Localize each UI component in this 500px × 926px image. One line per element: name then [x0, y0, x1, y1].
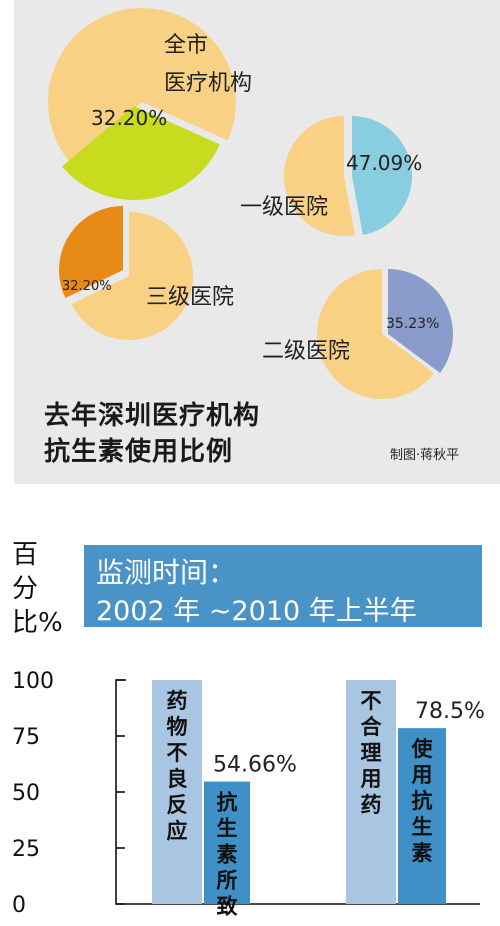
- pie-2: 47.09% 一级医院: [240, 116, 422, 236]
- bar: [346, 680, 396, 904]
- pie-4: 35.23% 二级医院: [262, 269, 453, 399]
- bar-label: 药物不良反应: [167, 689, 188, 843]
- monitoring-period-range: 2002 年 ~2010 年上半年: [96, 596, 417, 627]
- pie-2-remaining-slice: [284, 116, 355, 236]
- pie-1-name-line-2: 医疗机构: [164, 71, 252, 96]
- y-tick-label: 25: [12, 837, 40, 862]
- credit: 制图·蒋秋平: [390, 448, 460, 463]
- bar-label: 抗生素所致: [217, 791, 239, 919]
- y-tick-label: 50: [12, 781, 40, 806]
- bar: [398, 728, 446, 904]
- pie-1-name-line-1: 全市: [164, 33, 208, 58]
- pie-1-remaining-slice: [47, 7, 236, 163]
- panel-title: 去年深圳医疗机构 抗生素使用比例: [44, 398, 260, 470]
- pie-3-remaining-slice: [71, 212, 193, 340]
- y-tick-label: 100: [12, 669, 54, 694]
- pie-2-name: 一级医院: [240, 195, 328, 220]
- pie-4-percent-label: 35.23%: [386, 316, 439, 332]
- pie-1-percent-label: 32.20%: [91, 106, 167, 130]
- bar-value-label: 78.5%: [415, 699, 485, 724]
- y-tick-label: 0: [12, 893, 26, 918]
- bar-value-label: 54.66%: [213, 753, 297, 778]
- panel-title-line1: 去年深圳医疗机构: [44, 401, 261, 431]
- pie-4-antibiotic-slice: [388, 269, 453, 373]
- pie-2-antibiotic-slice: [352, 116, 413, 235]
- monitoring-period-box: 监测时间： 2002 年 ~2010 年上半年: [84, 545, 482, 627]
- monitoring-period-label: 监测时间：: [96, 556, 237, 589]
- y-axis-label: 百分比%: [12, 540, 63, 638]
- y-tick-label: 75: [12, 725, 40, 750]
- pie-3-name: 三级医院: [146, 285, 234, 310]
- top-panel: 32.20% 全市医疗机构 47.09% 一级医院 32.20% 三级医院 35.23% 二级…: [14, 0, 500, 484]
- bar: [204, 781, 250, 904]
- pie-3-antibiotic-slice: [58, 206, 124, 298]
- pie-2-percent-label: 47.09%: [346, 151, 422, 175]
- bar: [152, 680, 202, 904]
- pie-3-percent-label: 32.20%: [62, 279, 112, 294]
- bar-label: 使用抗生素: [411, 737, 434, 865]
- panel-title-line2: 抗生素使用比例: [44, 437, 234, 467]
- pie-4-remaining-slice: [317, 269, 435, 399]
- pie-3: 32.20% 三级医院: [58, 206, 234, 340]
- pie-1-antibiotic-slice: [61, 106, 220, 200]
- bar-label: 不合理用药: [361, 689, 383, 817]
- pie-4-name: 二级医院: [262, 339, 350, 364]
